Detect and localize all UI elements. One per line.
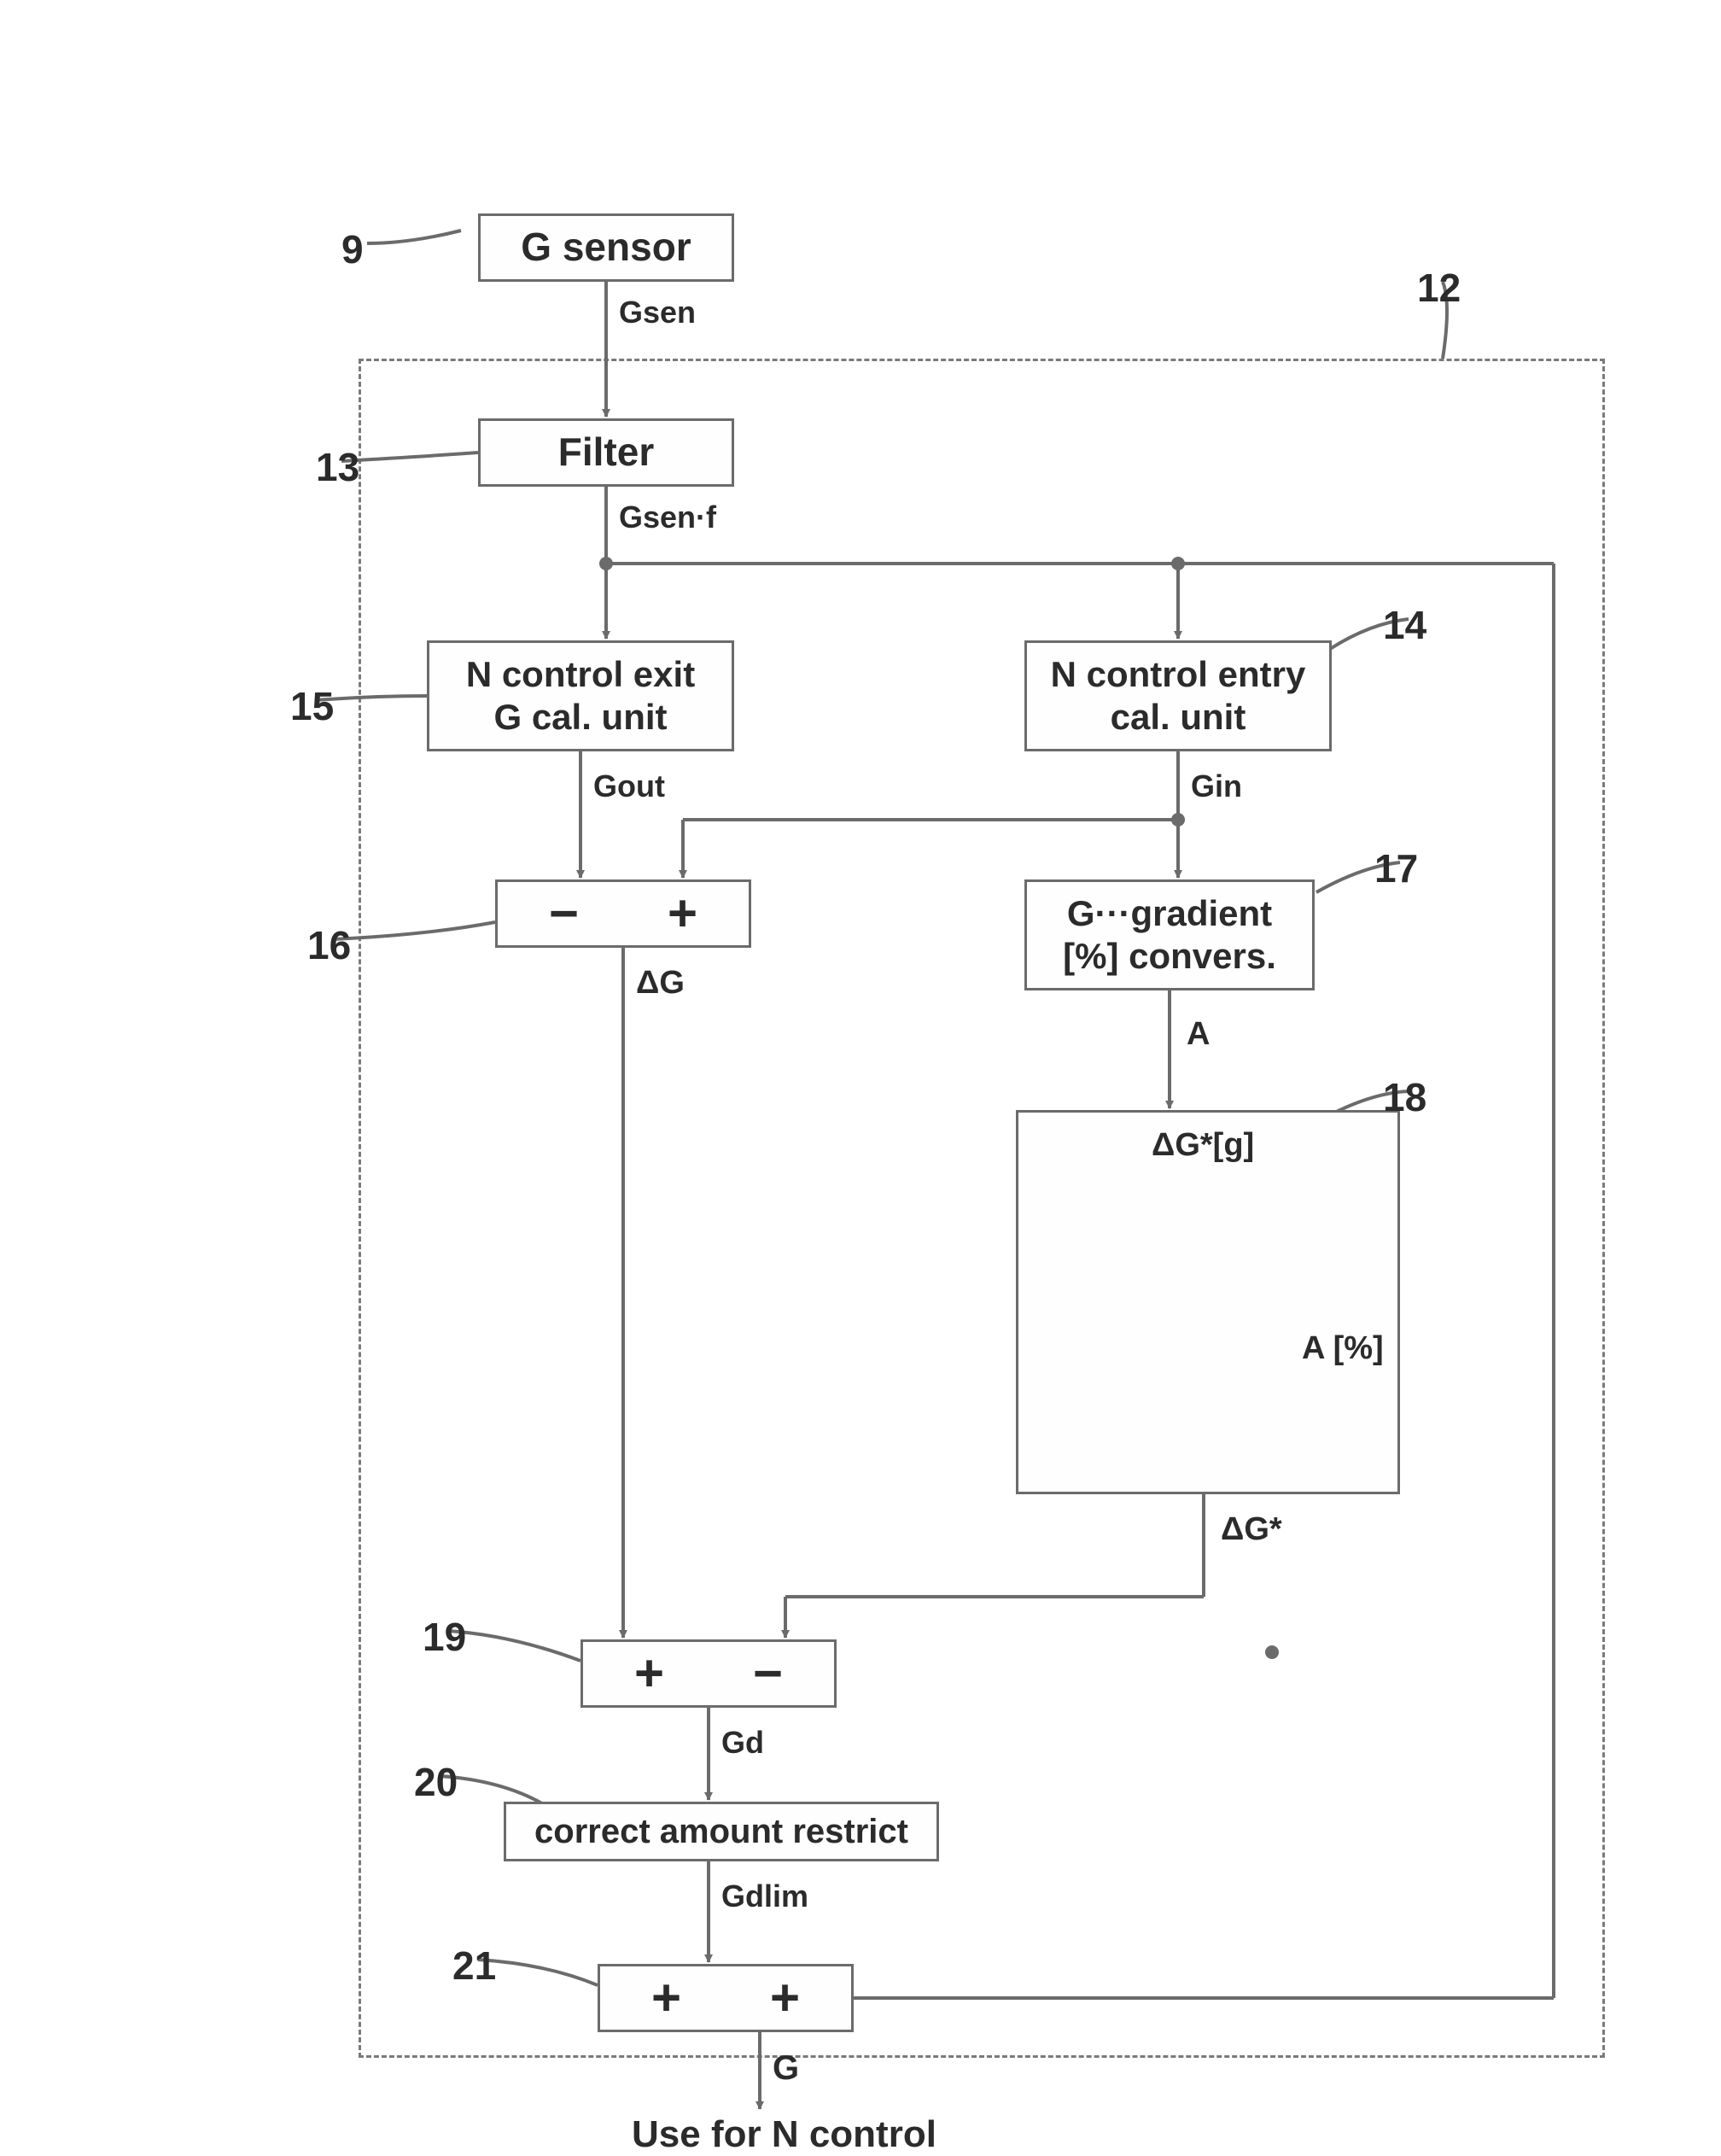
ref-r16: 16: [307, 922, 351, 968]
ref-r9: 9: [341, 226, 364, 272]
node-sum-16: −+: [495, 879, 751, 948]
sig-gsenf: Gsen·f: [619, 500, 716, 535]
ref-r13: 13: [316, 444, 359, 490]
ref-r18: 18: [1383, 1074, 1426, 1120]
sig-gin: Gin: [1191, 768, 1242, 804]
sig-gsen: Gsen: [619, 295, 696, 330]
ref-r14: 14: [1383, 602, 1426, 648]
ref-r12: 12: [1417, 265, 1461, 311]
sig-gd: Gd: [721, 1725, 764, 1761]
ref-r21: 21: [452, 1943, 496, 1989]
node-convers-17: G···gradient[%] convers.: [1024, 879, 1315, 990]
sig-dg: ΔG: [636, 965, 685, 1002]
ref-r19: 19: [423, 1614, 466, 1660]
node-filter: Filter: [478, 418, 734, 487]
node-g-sensor: G sensor: [478, 213, 734, 282]
node-chart-18: [1016, 1110, 1400, 1494]
sig-a: A: [1187, 1016, 1210, 1053]
node-sum-19: +−: [580, 1639, 837, 1708]
sig-dgstar: ΔG*: [1221, 1511, 1282, 1548]
sig-gdlim: Gdlim: [721, 1878, 808, 1914]
node-sum-21: ++: [598, 1964, 854, 2032]
ref-r17: 17: [1374, 845, 1418, 891]
sig-gout: Gout: [593, 768, 665, 804]
chart-xlabel: A [%]: [1302, 1330, 1384, 1367]
chart-ylabel: ΔG*[g]: [1152, 1127, 1254, 1164]
node-exit-unit: N control exitG cal. unit: [427, 640, 734, 751]
diagram-canvas: G sensor Filter N control exitG cal. unit N…: [0, 0, 1721, 2154]
ref-r20: 20: [414, 1759, 458, 1805]
footer-label: Use for N control: [632, 2113, 936, 2156]
node-restrict-20: correct amount restrict: [504, 1802, 939, 1861]
node-entry-unit: N control entrycal. unit: [1024, 640, 1332, 751]
sig-g: G: [773, 2049, 799, 2088]
ref-r15: 15: [290, 683, 334, 729]
